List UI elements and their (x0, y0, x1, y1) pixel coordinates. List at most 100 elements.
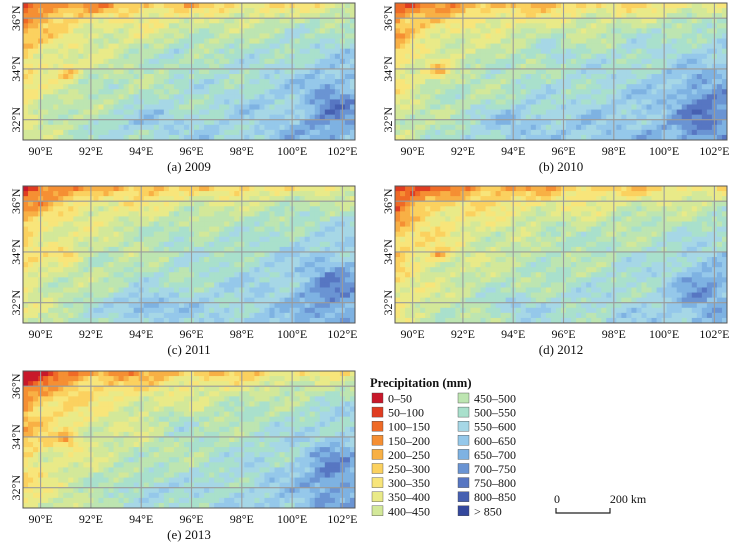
raster-cell (576, 129, 582, 136)
raster-cell (68, 186, 74, 192)
raster-cell (520, 134, 527, 140)
raster-cell (540, 119, 547, 126)
raster-cell (485, 104, 492, 111)
raster-cell (505, 109, 512, 116)
raster-cell (520, 99, 527, 106)
raster-cell (264, 129, 271, 136)
raster-cell (566, 89, 572, 95)
raster-cell (43, 201, 49, 207)
raster-cell (123, 13, 130, 19)
raster-cell (53, 287, 59, 294)
raster-cell (183, 63, 190, 70)
longitude-tick-label: 102°E (699, 144, 729, 158)
raster-cell (435, 94, 441, 100)
raster-cell (470, 119, 477, 126)
raster-cell (259, 74, 266, 80)
raster-cell (73, 43, 79, 50)
raster-cell (334, 89, 341, 95)
raster-cell (33, 94, 39, 100)
raster-cell (309, 236, 316, 243)
raster-cell (58, 104, 64, 111)
raster-cell (566, 28, 572, 35)
raster-cell (440, 18, 446, 24)
raster-cell (314, 206, 321, 212)
raster-cell (566, 124, 572, 131)
raster-cell (249, 267, 255, 273)
raster-cell (68, 28, 74, 35)
raster-cell (83, 186, 89, 192)
raster-cell (591, 18, 597, 24)
raster-cell (33, 109, 39, 116)
raster-cell (173, 129, 180, 136)
raster-cell (470, 109, 477, 116)
raster-cell (43, 196, 49, 202)
raster-cell (505, 3, 512, 9)
raster-cell (455, 28, 461, 35)
raster-cell (108, 196, 115, 202)
raster-cell (334, 201, 341, 207)
raster-cell (591, 89, 597, 95)
raster-cell (566, 109, 572, 116)
raster-cell (229, 282, 235, 289)
raster-cell (209, 262, 215, 268)
raster-cell (58, 231, 64, 238)
raster-cell (68, 68, 74, 75)
raster-cell (98, 129, 105, 136)
raster-cell (490, 8, 497, 14)
raster-cell (676, 8, 683, 14)
raster-cell (68, 74, 74, 80)
raster-cell (279, 277, 286, 283)
raster-cell (465, 23, 472, 29)
raster-cell (133, 211, 140, 218)
raster-cell (48, 282, 54, 289)
raster-cell (284, 48, 291, 55)
raster-cell (244, 63, 250, 70)
raster-cell (58, 251, 64, 258)
raster-cell (264, 226, 271, 233)
raster-cell (716, 63, 723, 70)
raster-cell (450, 8, 456, 14)
raster-cell (721, 58, 727, 65)
raster-cell (329, 23, 336, 29)
raster-cell (515, 3, 522, 9)
raster-cell (73, 94, 79, 100)
raster-cell (249, 186, 255, 192)
raster-cell (128, 221, 135, 228)
raster-cell (500, 63, 507, 70)
raster-cell (505, 38, 512, 45)
raster-cell (279, 33, 286, 40)
raster-cell (168, 236, 175, 243)
raster-cell (234, 272, 240, 278)
raster-cell (244, 94, 250, 100)
raster-cell (259, 109, 266, 116)
raster-cell (23, 104, 29, 111)
raster-cell (636, 109, 643, 116)
raster-cell (133, 79, 140, 85)
raster-cell (621, 74, 627, 80)
raster-cell (118, 236, 125, 243)
raster-cell (48, 63, 54, 70)
raster-cell (83, 226, 89, 233)
raster-cell (173, 211, 180, 218)
raster-cell (706, 114, 713, 121)
raster-cell (153, 201, 160, 207)
raster-cell (525, 63, 532, 70)
raster-cell (163, 124, 170, 131)
raster-cell (535, 84, 542, 90)
raster-cell (319, 129, 326, 136)
raster-cell (128, 84, 135, 90)
raster-cell (178, 48, 185, 55)
raster-cell (334, 191, 341, 197)
raster-cell (304, 272, 311, 278)
raster-cell (173, 196, 180, 202)
raster-cell (93, 287, 100, 294)
raster-cell (294, 18, 301, 24)
raster-cell (78, 23, 84, 29)
raster-cell (530, 94, 537, 100)
raster-cell (224, 114, 230, 121)
raster-cell (525, 84, 532, 90)
raster-cell (168, 134, 175, 140)
raster-cell (209, 226, 215, 233)
raster-cell (721, 94, 727, 100)
raster-cell (158, 33, 165, 40)
